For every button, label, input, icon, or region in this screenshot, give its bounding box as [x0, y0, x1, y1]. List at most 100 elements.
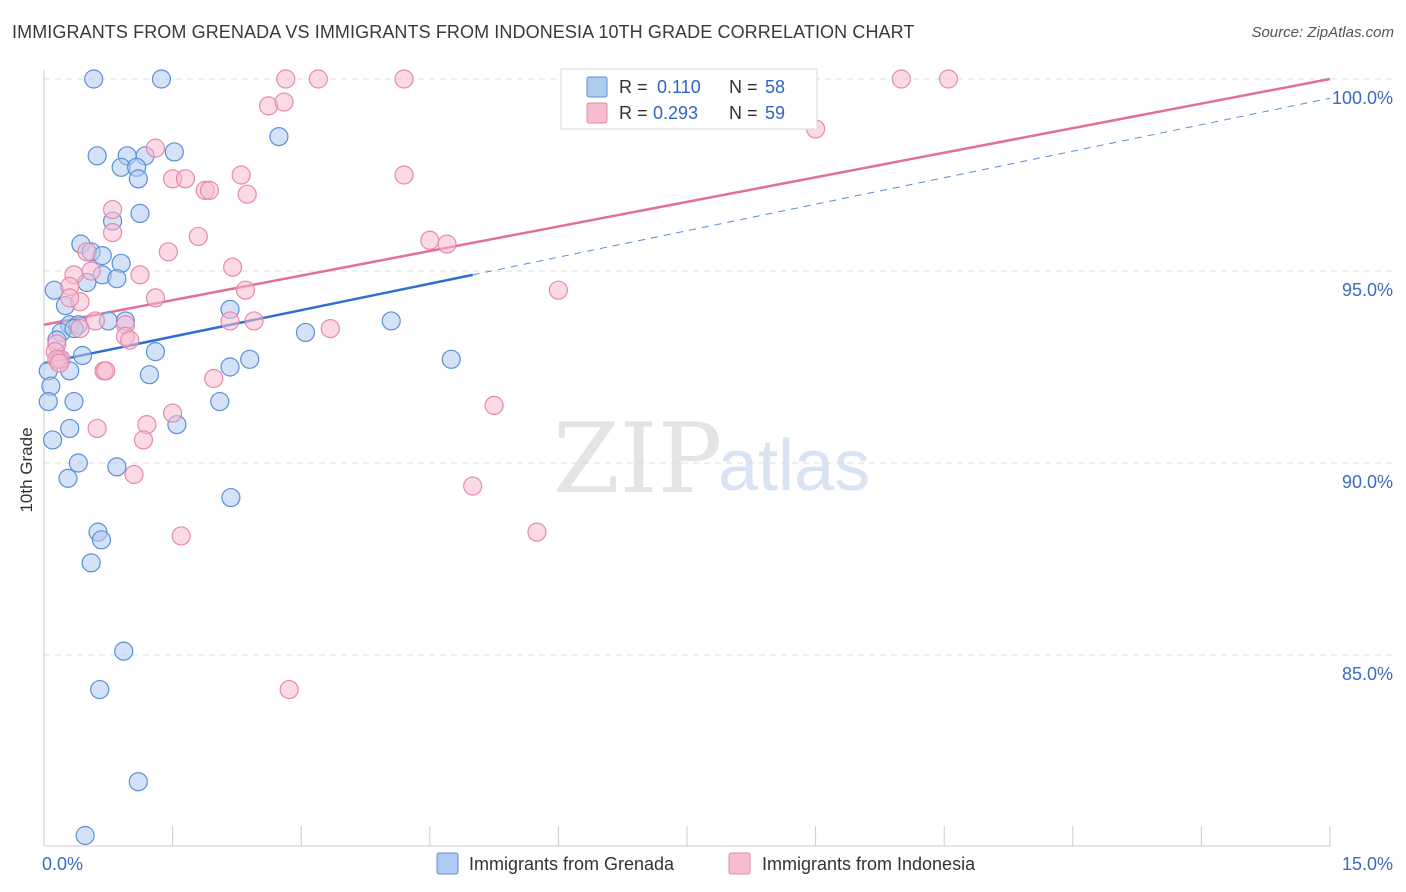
point-grenada-52 [91, 530, 112, 550]
point-indonesia-9 [231, 165, 251, 185]
point-indonesia-4 [938, 69, 959, 89]
legend: R = 0.110 N = 58 R = 0.293 N = 59 [560, 68, 818, 130]
point-indonesia-17 [102, 223, 123, 243]
bottom-legend-swatch-indonesia [728, 852, 751, 875]
point-indonesia-31 [60, 288, 80, 308]
bottom-legend-label-indonesia: Immigrants from Indonesia [762, 854, 976, 874]
point-indonesia-23 [223, 257, 243, 277]
point-indonesia-52 [87, 418, 107, 439]
point-grenada-56 [128, 772, 148, 792]
watermark: ZIP atlas [553, 403, 870, 515]
y-tick-labels: 100.0% 95.0% 90.0% 85.0% [1332, 88, 1393, 684]
legend-r-value-grenada: 0.110 [657, 77, 701, 97]
point-grenada-55 [90, 679, 110, 700]
point-grenada-42 [64, 391, 84, 412]
point-grenada-54 [114, 641, 134, 661]
point-indonesia-57 [171, 526, 191, 546]
point-grenada-50 [221, 487, 241, 508]
point-indonesia-3 [891, 69, 911, 89]
x-tick-label-0: 0.0% [42, 854, 83, 874]
point-indonesia-53 [133, 430, 154, 450]
point-indonesia-10 [394, 165, 414, 185]
point-grenada-6 [269, 127, 289, 147]
point-indonesia-49 [484, 395, 504, 415]
point-grenada-35 [441, 349, 461, 369]
point-grenada-41 [38, 391, 58, 412]
legend-n-value-indonesia: 59 [765, 103, 785, 123]
bottom-legend-label-grenada: Immigrants from Grenada [469, 854, 675, 874]
point-indonesia-8 [145, 138, 166, 158]
point-indonesia-21 [77, 242, 97, 262]
point-indonesia-35 [244, 311, 264, 331]
point-indonesia-20 [437, 234, 457, 254]
point-grenada-46 [42, 430, 63, 450]
point-indonesia-47 [96, 361, 116, 381]
chart-title: IMMIGRANTS FROM GRENADA VS IMMIGRANTS FR… [12, 22, 915, 42]
point-indonesia-37 [320, 319, 340, 339]
x-ticks [172, 826, 1331, 846]
point-indonesia-34 [220, 311, 240, 331]
point-indonesia-18 [188, 226, 208, 247]
point-indonesia-40 [120, 330, 140, 350]
point-grenada-31 [145, 342, 166, 362]
legend-n-label-grenada: N = [729, 77, 758, 97]
point-indonesia-2 [394, 69, 414, 89]
point-indonesia-48 [204, 368, 224, 389]
point-indonesia-56 [527, 522, 547, 542]
legend-n-label-indonesia: N = [729, 103, 758, 123]
point-grenada-17 [107, 269, 127, 289]
y-tick-label-1: 95.0% [1342, 280, 1393, 300]
point-indonesia-55 [463, 476, 483, 496]
legend-swatch-indonesia [586, 102, 608, 124]
point-indonesia-28 [548, 280, 569, 300]
y-tick-label-3: 85.0% [1342, 664, 1393, 684]
source-credit: Source: ZipAtlas.com [1251, 24, 1394, 41]
point-indonesia-38 [70, 319, 90, 339]
point-indonesia-15 [237, 184, 257, 204]
legend-r-value-indonesia: 0.293 [653, 103, 698, 123]
point-indonesia-54 [124, 464, 144, 485]
point-indonesia-19 [420, 230, 440, 250]
point-grenada-53 [81, 553, 101, 573]
point-indonesia-33 [85, 311, 106, 331]
point-indonesia-58 [279, 679, 299, 700]
trend-line-indonesia [43, 77, 1331, 326]
point-grenada-0 [84, 69, 104, 89]
legend-swatch-grenada [586, 76, 608, 98]
x-tick-label-1: 15.0% [1342, 854, 1393, 874]
point-indonesia-12 [175, 169, 196, 189]
point-indonesia-0 [276, 69, 296, 89]
point-indonesia-16 [102, 199, 123, 220]
watermark-atlas: atlas [718, 426, 870, 506]
point-indonesia-45 [49, 353, 70, 373]
trend-line-extension-grenada [472, 97, 1331, 276]
point-grenada-34 [240, 349, 260, 369]
bottom-legend-swatch-grenada [436, 852, 459, 875]
x-tick-labels: 0.0% 15.0% [42, 854, 1393, 874]
point-indonesia-1 [308, 69, 328, 89]
point-grenada-2 [87, 146, 107, 166]
point-grenada-11 [130, 203, 150, 223]
point-grenada-5 [164, 142, 184, 162]
point-grenada-1 [151, 69, 172, 89]
point-grenada-47 [68, 453, 88, 473]
point-indonesia-6 [274, 92, 294, 112]
point-indonesia-32 [145, 288, 166, 308]
watermark-zip: ZIP [553, 403, 722, 515]
legend-n-value-grenada: 58 [765, 77, 785, 97]
point-grenada-48 [107, 457, 127, 477]
point-grenada-49 [58, 468, 78, 488]
point-grenada-28 [295, 322, 316, 343]
point-grenada-32 [72, 345, 93, 366]
point-grenada-39 [139, 365, 160, 385]
legend-r-label-indonesia: R = [619, 103, 648, 123]
point-indonesia-50 [163, 403, 183, 423]
point-indonesia-14 [199, 180, 220, 200]
point-grenada-29 [381, 311, 401, 331]
point-grenada-36 [220, 357, 240, 377]
bottom-legend: Immigrants from Grenada Immigrants from … [436, 852, 976, 875]
point-indonesia-25 [130, 265, 150, 285]
y-tick-label-2: 90.0% [1342, 472, 1393, 492]
point-indonesia-22 [158, 242, 178, 262]
